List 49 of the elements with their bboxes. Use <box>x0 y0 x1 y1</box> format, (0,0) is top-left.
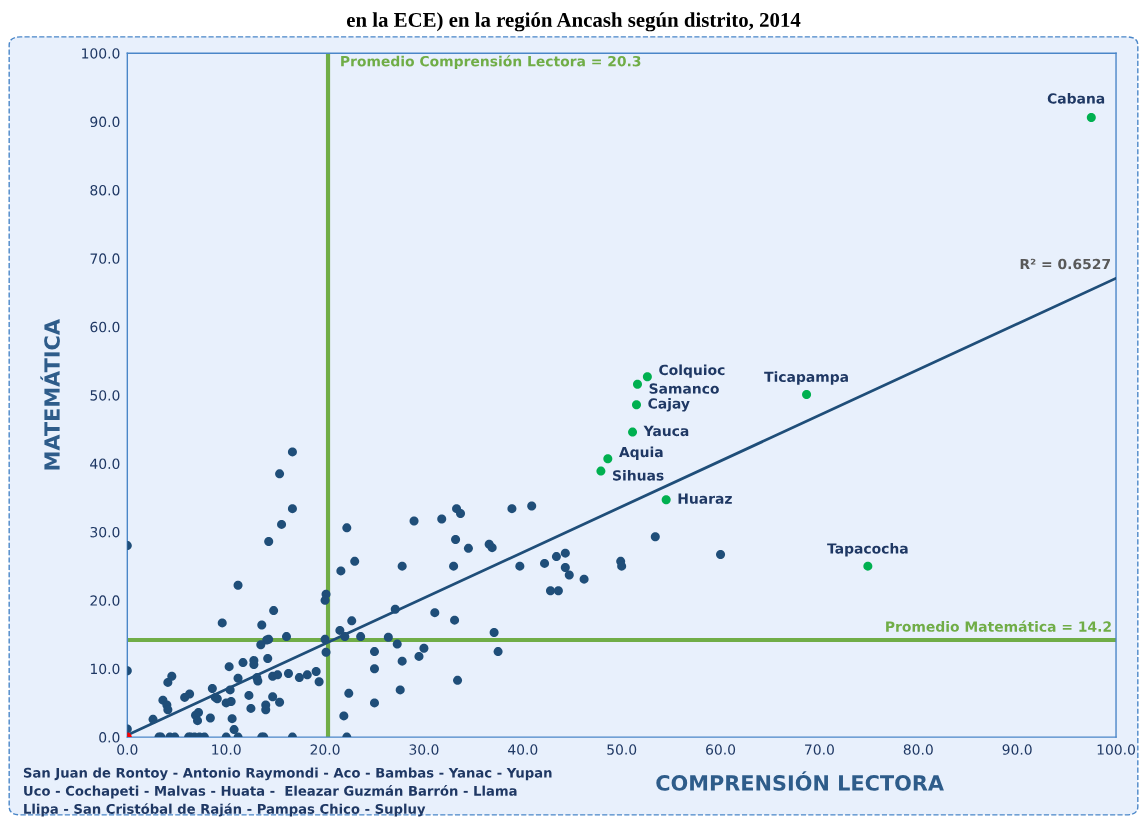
point <box>628 427 638 437</box>
y-tick-label: 40.0 <box>90 458 120 470</box>
annotation: Ticapampa <box>764 371 848 385</box>
x-tick-label: 100.0 <box>1097 744 1135 755</box>
point <box>802 389 812 399</box>
x-tick-label: 40.0 <box>508 744 538 755</box>
x-tick-label: 60.0 <box>706 744 736 755</box>
ref-line-label: Promedio Matemática = 14.2 <box>886 620 1111 632</box>
annotation: Yauca <box>643 425 689 437</box>
y-tick-label: 80.0 <box>90 184 120 196</box>
x-tick-label: 10.0 <box>212 744 241 755</box>
x-tick-label: 0.0 <box>117 744 138 755</box>
point <box>603 454 613 464</box>
annotation: Tapacocha <box>827 542 908 557</box>
y-tick-label: 50.0 <box>90 390 120 401</box>
point <box>661 495 671 505</box>
annotation: R² = 0.6527 <box>1020 258 1110 270</box>
annotation: Colquioc <box>659 364 725 378</box>
y-tick-label: 60.0 <box>90 321 120 333</box>
x-tick-label: 20.0 <box>310 744 340 755</box>
y-tick-label: 20.0 <box>90 595 120 606</box>
y-tick-label: 70.0 <box>90 253 120 264</box>
x-tick-label: 50.0 <box>607 744 637 755</box>
point <box>1086 113 1096 123</box>
point <box>596 466 606 476</box>
annotation: Samanco <box>649 383 719 394</box>
annotation: Aquia <box>619 446 663 460</box>
x-axis-title: COMPRENSIÓN LECTORA <box>656 771 944 791</box>
y-tick-label: 0.0 <box>99 732 120 743</box>
y-axis-title: MATEMÁTICA <box>40 319 60 470</box>
text: San Juan de Rontoy - Antonio Raymondi - Aco - Bambas - Yanac - Yupan Uco - Cochapeti - Malvas - Huata - Eleazar Guzmán Barrón - Llama Llipa - San Cristóbal de Raján - Pampas Chico - Supluy <box>23 767 552 817</box>
x-tick-label: 30.0 <box>409 744 439 755</box>
x-tick-label: 70.0 <box>805 744 834 755</box>
point <box>642 372 652 382</box>
ref-line-label: Promedio Comprensión Lectora = 20.3 <box>341 55 641 70</box>
y-tick-label: 90.0 <box>90 116 120 128</box>
y-tick-label: 30.0 <box>90 526 120 538</box>
point <box>632 400 641 410</box>
annotation: Cajay <box>648 397 690 412</box>
x-tick-label: 80.0 <box>903 744 933 755</box>
y-tick-label: 100.0 <box>82 48 120 59</box>
x-tick-label: 90.0 <box>1002 744 1032 755</box>
y-tick-label: 10.0 <box>90 663 120 675</box>
annotation: Huaraz <box>678 493 732 504</box>
chart-title: en la ECE) en la región Ancash según distrito, 2014 <box>346 12 801 32</box>
point <box>863 561 873 571</box>
annotation: Cabana <box>1047 92 1105 104</box>
annotation: Sihuas <box>613 469 664 481</box>
point <box>632 379 642 389</box>
